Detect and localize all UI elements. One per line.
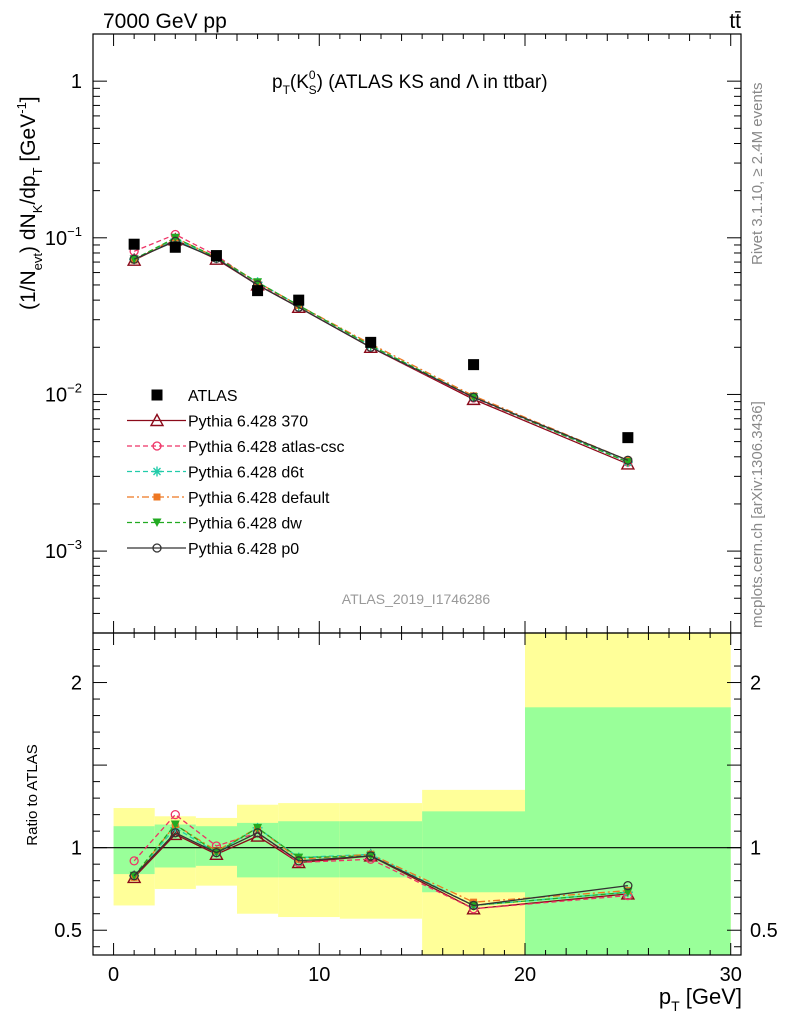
atlas-point-7 — [622, 432, 634, 444]
ratio-series-5 — [129, 828, 633, 911]
legend-entry-5: Pythia 6.428 p0 — [127, 541, 299, 558]
ratio-y-axis-title: Ratio to ATLAS — [24, 744, 41, 845]
band-inner-6 — [422, 811, 525, 893]
legend-label-3: Pythia 6.428 default — [188, 490, 330, 507]
atlas-point-3 — [252, 285, 264, 297]
ratio-y-tick-label-left-0: 0.5 — [54, 920, 82, 942]
atlas-point-5 — [365, 336, 377, 348]
atlas-data — [128, 238, 634, 444]
ratio-point-4-4 — [294, 853, 304, 863]
ratio-point-5-4 — [294, 856, 304, 866]
ratio-point-1-1 — [170, 809, 180, 820]
ratio-y-tick-label-left-1: 1 — [71, 838, 82, 860]
legend-entry-4: Pythia 6.428 dw — [127, 516, 302, 533]
band-inner-4 — [278, 821, 340, 878]
ratio-point-5-1 — [170, 828, 180, 838]
legend-label-atlas: ATLAS — [188, 388, 238, 405]
legend-label-5: Pythia 6.428 p0 — [188, 541, 299, 558]
ratio-point-4-3 — [253, 823, 263, 833]
main-y-tick-label-1: 10−1 — [45, 224, 82, 250]
ratio-point-5-2 — [211, 847, 222, 858]
x-tick-label-0: 0 — [108, 964, 119, 986]
main-line-3 — [133, 237, 629, 461]
ratio-line-4 — [133, 823, 628, 907]
legend-marker-1 — [152, 441, 162, 451]
ratio-y-tick-label-left-2: 2 — [71, 673, 82, 695]
main-y-axis-title: (1/Nevt) dNK/dpT [GeV-1] — [14, 96, 45, 310]
plot-title: pT(K0 S) (ATLAS KS and Λ in ttbar) — [272, 68, 548, 97]
legend-label-1: Pythia 6.428 atlas-csc — [188, 439, 345, 456]
legend-entry-3: Pythia 6.428 default — [127, 490, 330, 507]
main-point-4-7 — [623, 458, 633, 467]
ratio-point-5-6 — [468, 900, 479, 911]
rivet-label: Rivet 3.1.10, ≥ 2.4M events — [749, 83, 766, 266]
main-line-5 — [133, 240, 629, 461]
atlas-point-2 — [210, 250, 222, 262]
legend-marker-2 — [152, 466, 162, 477]
ratio-line-5 — [133, 832, 628, 907]
main-point-4-0 — [129, 255, 139, 264]
x-axis-title: pT [GeV] — [659, 984, 742, 1014]
ratio-y-tick-label-right-1: 1 — [750, 838, 761, 860]
main-line-4 — [133, 237, 629, 463]
ratio-point-1-0 — [129, 856, 139, 866]
legend-label-4: Pythia 6.428 dw — [188, 516, 302, 533]
ratio-point-5-0 — [129, 871, 139, 881]
legend-label-0: Pythia 6.428 370 — [188, 414, 308, 431]
legend-entry-2: Pythia 6.428 d6t — [127, 465, 304, 482]
ratio-line-0 — [133, 833, 628, 910]
band-inner-7 — [525, 707, 731, 955]
legend-marker-atlas — [151, 389, 163, 401]
ratio-point-5-7 — [623, 880, 633, 891]
main-point-5-0 — [129, 254, 139, 264]
main-point-4-3 — [253, 278, 263, 287]
main-point-5-6 — [468, 392, 479, 402]
mcplots-label: mcplots.cern.ch [arXiv:1306.3436] — [749, 401, 766, 628]
ratio-series — [126, 809, 636, 915]
legend-marker-4 — [152, 518, 162, 527]
x-tick-label-30: 30 — [720, 964, 742, 986]
legend-marker-0 — [149, 413, 165, 427]
legend: ATLAS Pythia 6.428 370 Pythia 6.428 atlas-… — [127, 388, 345, 558]
x-tick-label-20: 20 — [514, 964, 536, 986]
main-point-5-7 — [623, 455, 633, 465]
main-y-tick-label-2: 10−2 — [45, 380, 82, 406]
main-series — [126, 229, 636, 470]
legend-entry-atlas: ATLAS — [151, 388, 238, 405]
uncertainty-bands — [113, 633, 731, 955]
axes: 0 10 20 30 1 10−1 10−2 10−3 0.5 0.5 1 1 2 2 — [45, 33, 778, 986]
analysis-watermark: ATLAS_2019_I1746286 — [342, 591, 491, 607]
x-tick-label-10: 10 — [308, 964, 330, 986]
legend-label-2: Pythia 6.428 d6t — [188, 465, 304, 482]
band-inner-5 — [339, 821, 423, 878]
legend-entry-0: Pythia 6.428 370 — [127, 413, 308, 431]
atlas-point-0 — [128, 238, 140, 250]
ratio-point-5-5 — [366, 851, 376, 861]
atlas-point-6 — [468, 359, 480, 371]
legend-marker-3 — [153, 493, 161, 501]
atlas-point-1 — [169, 241, 181, 253]
ratio-frame — [92, 632, 742, 956]
band-inner-0 — [113, 826, 155, 875]
process-label: tt̄ — [729, 10, 741, 33]
legend-entry-1: Pythia 6.428 atlas-csc — [127, 439, 345, 456]
atlas-point-4 — [293, 294, 305, 306]
ratio-point-4-1 — [170, 820, 180, 830]
ratio-y-tick-label-right-2: 2 — [750, 673, 761, 695]
collision-label: 7000 GeV pp — [103, 10, 227, 33]
ratio-y-tick-label-right-0: 0.5 — [750, 920, 778, 942]
main-y-tick-label-0: 1 — [71, 71, 82, 93]
main-y-tick-label-3: 10−3 — [45, 537, 82, 563]
ratio-point-5-3 — [252, 828, 263, 838]
ratio-point-4-7 — [623, 888, 633, 897]
main-point-4-1 — [170, 233, 180, 243]
legend-marker-5 — [152, 543, 162, 553]
